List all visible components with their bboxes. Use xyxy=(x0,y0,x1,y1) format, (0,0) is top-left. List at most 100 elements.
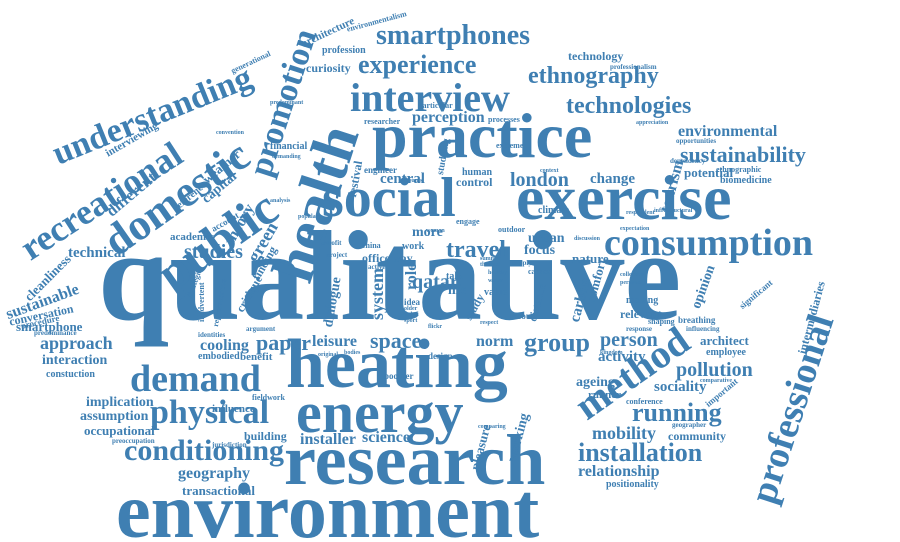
word-implication: implication xyxy=(86,395,154,410)
word-social: social xyxy=(322,167,456,229)
word-value: value xyxy=(484,287,507,298)
word-talk: talk xyxy=(446,271,463,282)
word-healthy: healthy xyxy=(488,270,508,276)
word-bodies: bodies xyxy=(344,350,361,356)
word-personal: personal xyxy=(620,280,643,286)
word-original: original xyxy=(318,352,339,358)
word-making: making xyxy=(626,295,659,306)
word-building: building xyxy=(244,429,287,443)
word-extreme: extreme xyxy=(496,141,524,150)
word-technologies: technologies xyxy=(566,93,692,119)
word-sociality: sociality xyxy=(654,379,707,395)
word-predominant: predominant xyxy=(270,100,304,106)
word-opinion: opinion xyxy=(689,263,719,311)
word-science: science xyxy=(362,429,410,446)
word-demanding: demanding xyxy=(272,154,301,160)
word-appreciation: appreciation xyxy=(636,120,669,126)
word-demand: demand xyxy=(130,358,261,400)
word-exercise: exercise xyxy=(516,162,732,233)
word-opportunities: opportunities xyxy=(676,137,717,145)
word-respondent: respondent xyxy=(626,210,655,216)
word-predominance: predominance xyxy=(34,329,77,337)
word-architect: architect xyxy=(700,333,749,348)
word-central: central xyxy=(380,171,425,187)
word-resource: resource xyxy=(510,311,543,321)
word-environmental: environmental xyxy=(678,123,778,140)
word-comparing: comparing xyxy=(478,424,506,430)
word-ethnographic: ethnographic xyxy=(716,165,762,174)
word-boomer: boomer xyxy=(384,371,414,381)
word-collective: collective xyxy=(620,272,644,278)
word-interaction: interaction xyxy=(42,353,108,368)
word-fieldwork: fieldwork xyxy=(252,393,285,402)
word-influence: influence xyxy=(212,403,255,415)
word-identities: identities xyxy=(198,331,226,339)
word-thermal: thermal xyxy=(480,262,501,268)
word-significant: significant xyxy=(737,277,775,311)
word-analysis: analysis xyxy=(270,198,291,204)
word-academic: academic xyxy=(170,231,214,243)
word-more: more xyxy=(412,225,443,240)
word-preoccupation: preoccupation xyxy=(112,437,155,445)
word-travel: travel xyxy=(446,237,506,263)
word-idea: idea xyxy=(404,297,421,307)
word-physical: physical xyxy=(150,394,270,431)
word-system: system xyxy=(367,268,387,320)
word-kingdom: kingdom xyxy=(600,350,623,356)
word-life: life xyxy=(448,283,467,298)
word-urban: urban xyxy=(528,231,565,246)
word-engage: engage xyxy=(456,217,480,226)
word-pollution: pollution xyxy=(676,359,753,381)
word-professionalism: professionalism xyxy=(610,63,657,71)
word-comparative: comparative xyxy=(700,378,732,384)
word-norm: norm xyxy=(476,333,514,350)
word-perception: perception xyxy=(412,109,485,126)
word-geography: geography xyxy=(178,465,250,482)
word-mobility: mobility xyxy=(592,423,657,443)
word-context: context xyxy=(540,168,559,174)
word-focus: focus xyxy=(524,243,556,258)
word-group: group xyxy=(524,328,590,357)
word-professional: professional xyxy=(742,309,843,509)
word-flickr: flickr xyxy=(428,324,442,330)
word-processes: processes xyxy=(488,115,520,124)
word-experience: experience xyxy=(358,50,477,79)
word-paper: paper xyxy=(256,330,311,355)
word-infrastructural: infrastructural xyxy=(654,208,693,214)
word-occupational: occupational xyxy=(84,423,155,438)
word-london: london xyxy=(510,169,569,191)
word-smartphone: smartphone xyxy=(16,319,83,334)
word-activity: activity xyxy=(598,349,646,365)
word-breathing: breathing xyxy=(678,315,716,325)
word-engineer: engineer xyxy=(364,165,397,175)
word-transactional: transactional xyxy=(182,483,255,498)
word-qatar: qatar xyxy=(412,271,459,293)
word-popular: popular xyxy=(298,214,319,220)
word-positionality: positionality xyxy=(606,479,659,490)
word-nature: nature xyxy=(572,251,609,266)
word-way: way xyxy=(392,251,413,265)
word-benefit: benefit xyxy=(240,351,273,363)
word-human: human xyxy=(462,167,493,178)
word-space: space xyxy=(370,328,422,353)
word-profession: profession xyxy=(322,45,366,56)
word-water: water xyxy=(488,278,503,284)
word-outdoor: outdoor xyxy=(498,225,526,234)
word-project: project xyxy=(326,251,348,259)
word-sport: sport xyxy=(404,318,418,324)
word-researcher: researcher xyxy=(364,117,401,126)
word-relevant: relevant xyxy=(620,307,662,321)
word-installation: installation xyxy=(578,438,703,467)
word-environment: environment xyxy=(116,467,540,542)
word-cooling: cooling xyxy=(200,337,249,354)
word-retrofit: retrofit xyxy=(320,239,342,247)
word-sustainability: sustainability xyxy=(680,142,806,167)
word-community: community xyxy=(668,429,726,443)
word-runner: runner xyxy=(588,389,621,401)
word-cancer: cancer xyxy=(528,267,551,276)
word-argument: argument xyxy=(246,325,276,333)
word-practice: practice xyxy=(372,100,593,171)
word-geographer: geographer xyxy=(672,421,707,429)
word-jurisdiction: jurisdiction xyxy=(212,441,247,449)
